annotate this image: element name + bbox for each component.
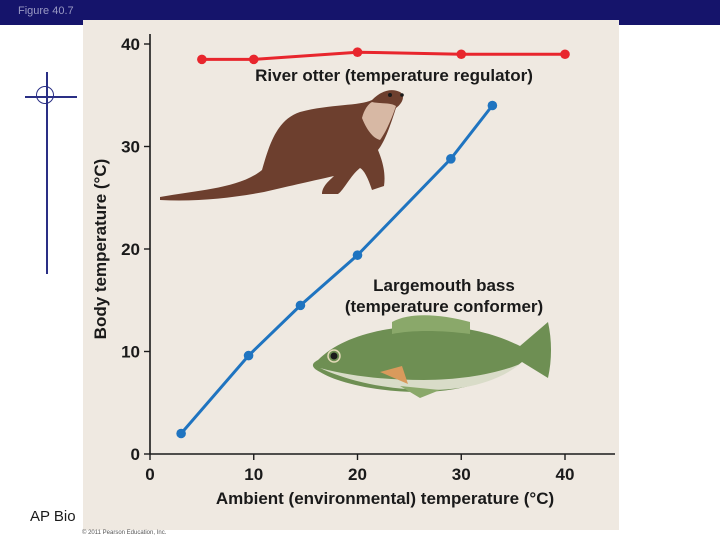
decorative-crosshair-circle [36, 86, 54, 104]
footer-course-label: AP Bio [30, 508, 76, 525]
series-0-point-3 [456, 49, 467, 60]
series-1-point-1 [243, 350, 254, 361]
y-tick-label-30: 30 [121, 138, 140, 157]
y-tick-label-20: 20 [121, 240, 140, 259]
river-otter-illustration [160, 90, 404, 201]
series-label-0-line-0: River otter (temperature regulator) [255, 66, 533, 85]
chart-series [176, 47, 570, 439]
chart-labels: Ambient (environmental) temperature (°C)… [91, 66, 554, 508]
series-0-point-1 [248, 54, 259, 65]
series-0-point-0 [197, 54, 207, 65]
x-tick-label-30: 30 [452, 465, 471, 484]
header-bar: Figure 40.7 [0, 0, 720, 22]
x-tick-label-0: 0 [145, 465, 154, 484]
x-tick-label-40: 40 [556, 465, 575, 484]
x-tick-label-20: 20 [348, 465, 367, 484]
x-tick-label-10: 10 [244, 465, 263, 484]
y-axis-title: Body temperature (°C) [91, 159, 110, 340]
series-1-point-5 [487, 100, 498, 111]
series-line-1 [179, 104, 494, 435]
y-tick-label-40: 40 [121, 35, 140, 54]
series-label-1-line-1: (temperature conformer) [345, 297, 543, 316]
chart-axes: 0 10 20 30 40 0 10 20 30 40 [121, 34, 615, 484]
series-0-point-4 [560, 49, 570, 60]
series-label-1-line-0: Largemouth bass [373, 276, 515, 295]
x-axis-title: Ambient (environmental) temperature (°C) [216, 489, 554, 508]
y-tick-label-0: 0 [131, 445, 140, 464]
figure-label: Figure 40.7 [18, 5, 74, 17]
y-tick-label-10: 10 [121, 343, 140, 362]
copyright-notice: © 2011 Pearson Education, Inc. [82, 530, 167, 536]
series-1-point-4 [446, 154, 456, 164]
decorative-vertical-line [46, 72, 48, 274]
series-0-point-2 [352, 47, 363, 57]
series-1-point-2 [295, 300, 306, 311]
series-1-point-0 [176, 428, 186, 439]
largemouth-bass-illustration [312, 315, 551, 398]
series-1-point-3 [352, 250, 363, 260]
